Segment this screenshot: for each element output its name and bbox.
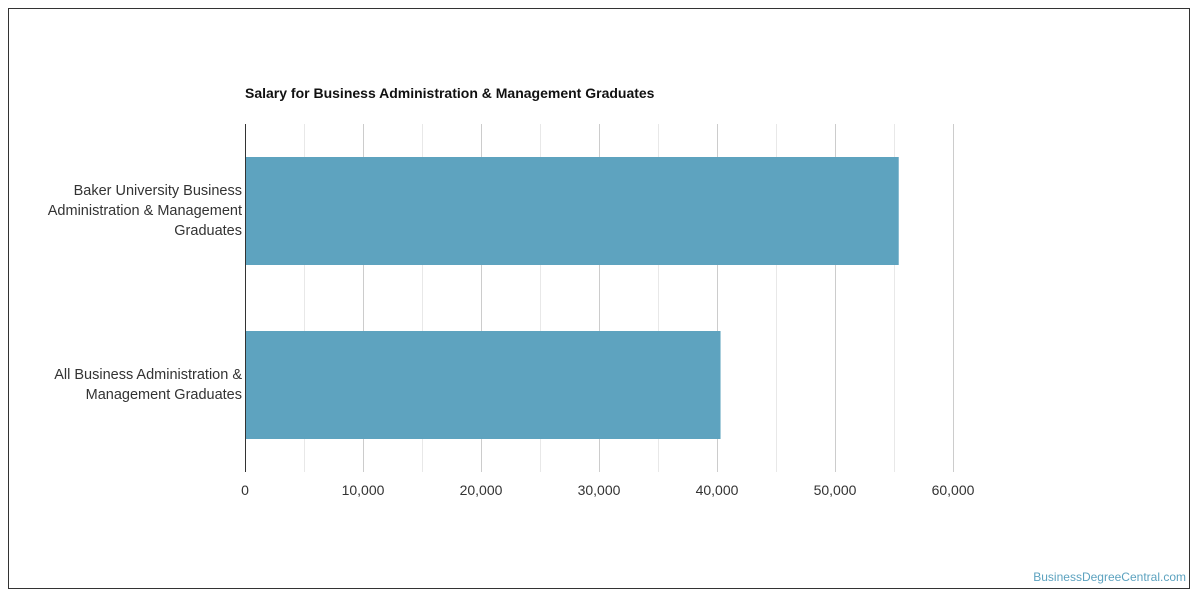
source-watermark: BusinessDegreeCentral.com xyxy=(1033,570,1186,584)
x-tick-label: 20,000 xyxy=(460,482,503,498)
bar xyxy=(245,157,899,265)
x-tick-label: 40,000 xyxy=(696,482,739,498)
chart-title: Salary for Business Administration & Man… xyxy=(245,85,655,101)
bar xyxy=(245,331,721,439)
x-tick-label: 30,000 xyxy=(578,482,621,498)
x-tick-label: 10,000 xyxy=(342,482,385,498)
x-tick-label: 60,000 xyxy=(932,482,975,498)
x-tick-label: 0 xyxy=(241,482,249,498)
category-label: All Business Administration & Management… xyxy=(54,367,242,403)
x-tick-label: 50,000 xyxy=(814,482,857,498)
category-label: Baker University Business Administration… xyxy=(47,183,242,239)
